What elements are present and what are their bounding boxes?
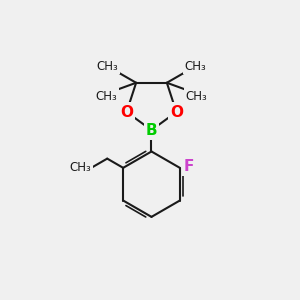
Text: F: F xyxy=(184,159,194,174)
Text: CH₃: CH₃ xyxy=(95,90,117,103)
Text: CH₃: CH₃ xyxy=(97,60,118,73)
Text: CH₃: CH₃ xyxy=(186,90,208,103)
Text: O: O xyxy=(120,104,133,119)
Text: B: B xyxy=(146,123,157,138)
Text: CH₃: CH₃ xyxy=(184,60,206,73)
Text: CH₃: CH₃ xyxy=(70,161,91,174)
Text: O: O xyxy=(170,104,183,119)
